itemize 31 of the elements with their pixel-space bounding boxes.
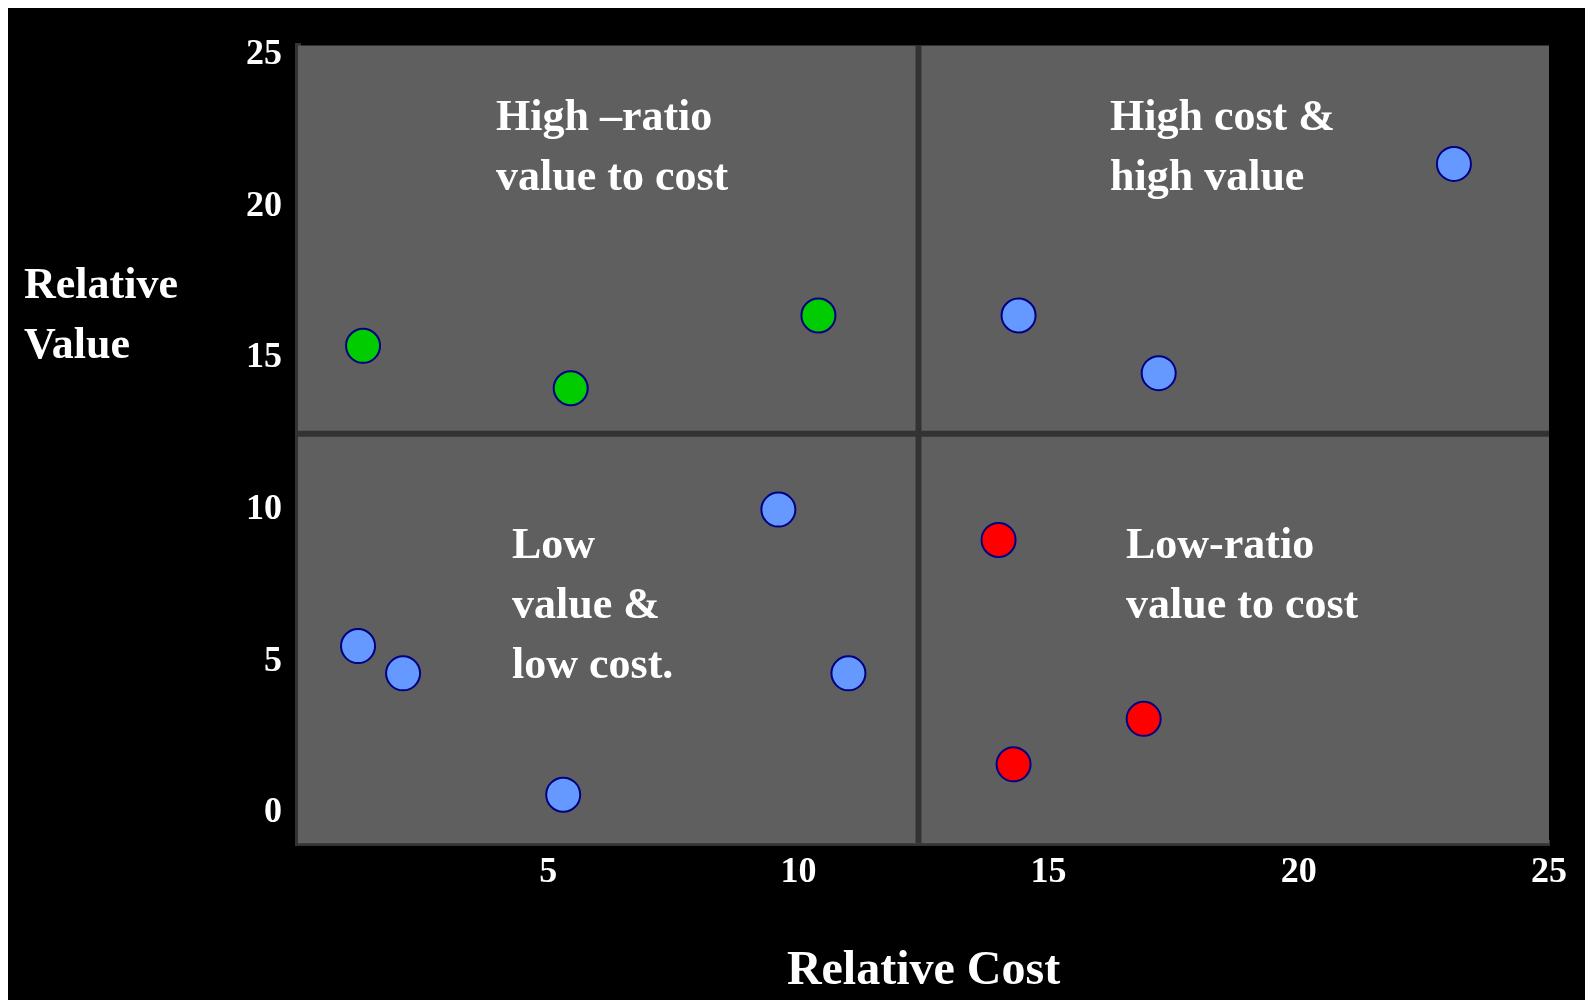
y-tick-label: 15 (246, 335, 282, 376)
annotation: High cost & high value (1110, 90, 1335, 202)
annotation: Low value & low cost. (512, 518, 674, 690)
annotation: Low-ratio value to cost (1126, 518, 1359, 630)
point (545, 776, 582, 813)
point (1140, 355, 1177, 392)
point (1125, 700, 1162, 737)
point (385, 655, 422, 692)
point (760, 491, 797, 528)
point (995, 746, 1032, 783)
point (345, 327, 382, 364)
y-tick-label: 5 (264, 638, 282, 679)
point (1000, 297, 1037, 334)
x-tick-label: 5 (539, 850, 558, 891)
x-tick-label: 25 (1531, 850, 1567, 891)
point (980, 521, 1017, 558)
y-tick-label: 25 (246, 31, 282, 72)
point (800, 297, 837, 334)
y-axis-title: Relative Value (24, 258, 179, 370)
point (1435, 145, 1472, 182)
x-tick-label: 20 (1280, 850, 1317, 891)
y-tick-label: 20 (246, 183, 282, 224)
y-tick-label: 10 (246, 486, 282, 527)
y-tick-label: 0 (264, 790, 282, 831)
x-axis-title: Relative Cost (786, 940, 1061, 994)
point (340, 628, 377, 665)
point (552, 370, 589, 407)
x-tick-label: 10 (780, 850, 817, 891)
point (830, 655, 867, 692)
annotation: High –ratio value to cost (496, 90, 729, 202)
x-tick-label: 15 (1030, 850, 1067, 891)
